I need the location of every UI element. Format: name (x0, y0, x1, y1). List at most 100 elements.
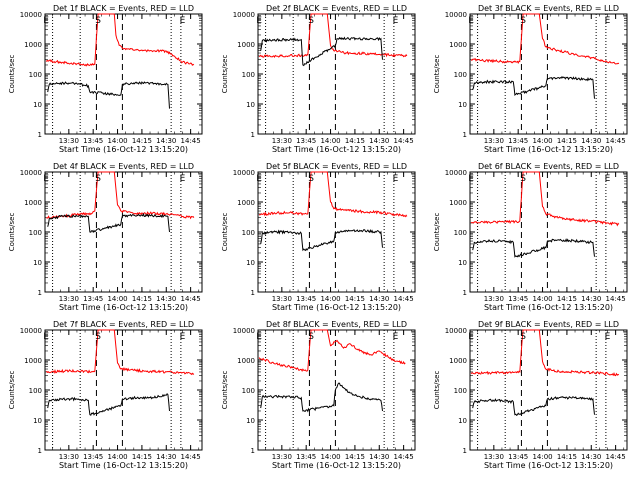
x-tick-label: 13:30 (59, 295, 79, 303)
y-tick-label: 10 (33, 101, 42, 109)
x-tick-label: 14:30 (581, 453, 601, 461)
events-series-line (261, 230, 383, 251)
y-tick-label: 10 (458, 259, 467, 267)
detector-panel: Det 5f BLACK = Events, RED = LLDStart Ti… (221, 162, 415, 312)
y-tick-label: 100 (29, 387, 42, 395)
phase-marker-label: E (468, 16, 474, 26)
phase-marker-label: E (393, 16, 399, 26)
plot-frame (258, 172, 415, 292)
y-axis-label: Counts/sec (8, 55, 16, 94)
events-series-line (48, 82, 170, 109)
x-tick-label: 13:30 (272, 453, 292, 461)
x-tick-label: 13:30 (484, 137, 504, 145)
x-tick-label: 14:00 (320, 453, 340, 461)
y-tick-label: 1 (38, 289, 42, 297)
panel-title: Det 3f BLACK = Events, RED = LLD (478, 4, 619, 13)
x-tick-label: 13:45 (83, 295, 103, 303)
plot-frame (45, 330, 202, 450)
plot-frame (470, 172, 627, 292)
x-tick-label: 14:45 (394, 453, 414, 461)
x-axis-label: Start Time (16-Oct-12 13:15:20) (484, 303, 613, 312)
y-axis-label: Counts/sec (433, 371, 441, 410)
plot-frame (258, 14, 415, 134)
phase-marker-label: E (605, 16, 611, 26)
phase-marker-label: E (605, 174, 611, 184)
phase-marker-label: E (393, 174, 399, 184)
y-tick-label: 10000 (233, 327, 255, 335)
y-tick-label: 10000 (445, 169, 467, 177)
phase-marker-label: S (520, 332, 526, 342)
x-tick-label: 14:00 (320, 137, 340, 145)
y-tick-label: 1 (38, 131, 42, 139)
y-tick-label: 100 (242, 387, 255, 395)
events-series-line (48, 394, 170, 415)
x-tick-label: 13:30 (484, 453, 504, 461)
panel-title: Det 8f BLACK = Events, RED = LLD (266, 320, 407, 329)
detector-panel: Det 4f BLACK = Events, RED = LLDStart Ti… (8, 162, 202, 312)
x-axis-label: Start Time (16-Oct-12 13:15:20) (59, 461, 188, 470)
lld-series-line (46, 172, 194, 218)
y-tick-label: 1000 (449, 199, 467, 207)
y-tick-label: 1 (38, 447, 42, 455)
detector-panel: Det 6f BLACK = Events, RED = LLD Start Ti… (433, 162, 627, 312)
x-axis-label: Start Time (16-Oct-12 13:15:20) (484, 145, 613, 154)
x-tick-label: 14:15 (557, 453, 577, 461)
y-tick-label: 1000 (24, 357, 42, 365)
y-tick-label: 100 (454, 387, 467, 395)
phase-marker-label: E (43, 16, 49, 26)
x-tick-label: 13:30 (484, 295, 504, 303)
y-axis-label: Counts/sec (433, 55, 441, 94)
detector-panel: Det 3f BLACK = Events, RED = LLD Start Ti… (433, 4, 627, 154)
y-tick-label: 10 (458, 417, 467, 425)
x-tick-label: 14:15 (132, 137, 152, 145)
phase-marker-label: S (520, 16, 526, 26)
x-axis-label: Start Time (16-Oct-12 13:15:20) (484, 461, 613, 470)
x-tick-label: 14:00 (107, 295, 127, 303)
y-axis-label: Counts/sec (221, 55, 229, 94)
x-tick-label: 14:30 (369, 137, 389, 145)
plot-frame (45, 14, 202, 134)
x-tick-label: 14:30 (369, 453, 389, 461)
phase-marker-label: E (256, 16, 262, 26)
x-tick-label: 14:45 (606, 137, 626, 145)
lld-series-line (471, 172, 619, 225)
x-tick-label: 14:15 (345, 453, 365, 461)
x-axis-label: Start Time (16-Oct-12 13:15:20) (272, 145, 401, 154)
x-tick-label: 14:30 (581, 137, 601, 145)
x-tick-label: 13:30 (59, 453, 79, 461)
y-tick-label: 10000 (233, 11, 255, 19)
x-tick-label: 13:30 (272, 295, 292, 303)
detector-panel: Det 2f BLACK = Events, RED = LLDStart Ti… (221, 4, 415, 154)
phase-marker-label: E (468, 332, 474, 342)
lld-series-line (471, 14, 619, 64)
panel-title: Det 6f BLACK = Events, RED = LLD (478, 162, 619, 171)
y-tick-label: 1 (463, 447, 467, 455)
y-tick-label: 10000 (20, 11, 42, 19)
y-tick-label: 1 (251, 131, 255, 139)
x-tick-label: 14:45 (394, 295, 414, 303)
y-tick-label: 1000 (24, 41, 42, 49)
x-tick-label: 13:45 (508, 137, 528, 145)
y-tick-label: 10 (246, 101, 255, 109)
x-tick-label: 14:45 (394, 137, 414, 145)
plot-frame (45, 172, 202, 292)
x-tick-label: 13:30 (59, 137, 79, 145)
y-tick-label: 100 (242, 229, 255, 237)
panel-title: Det 5f BLACK = Events, RED = LLD (266, 162, 407, 171)
phase-marker-label: S (95, 332, 101, 342)
x-tick-label: 13:45 (83, 453, 103, 461)
x-axis-label: Start Time (16-Oct-12 13:15:20) (59, 145, 188, 154)
phase-marker-label: E (605, 332, 611, 342)
panel-title: Det 4f BLACK = Events, RED = LLD (53, 162, 194, 171)
events-series-line (261, 38, 383, 66)
y-tick-label: 1000 (237, 199, 255, 207)
phase-marker-label: E (256, 174, 262, 184)
x-tick-label: 14:15 (345, 295, 365, 303)
y-tick-label: 100 (29, 229, 42, 237)
x-tick-label: 14:30 (581, 295, 601, 303)
y-tick-label: 10 (33, 417, 42, 425)
y-tick-label: 1 (463, 289, 467, 297)
y-tick-label: 10 (246, 417, 255, 425)
x-axis-label: Start Time (16-Oct-12 13:15:20) (272, 461, 401, 470)
